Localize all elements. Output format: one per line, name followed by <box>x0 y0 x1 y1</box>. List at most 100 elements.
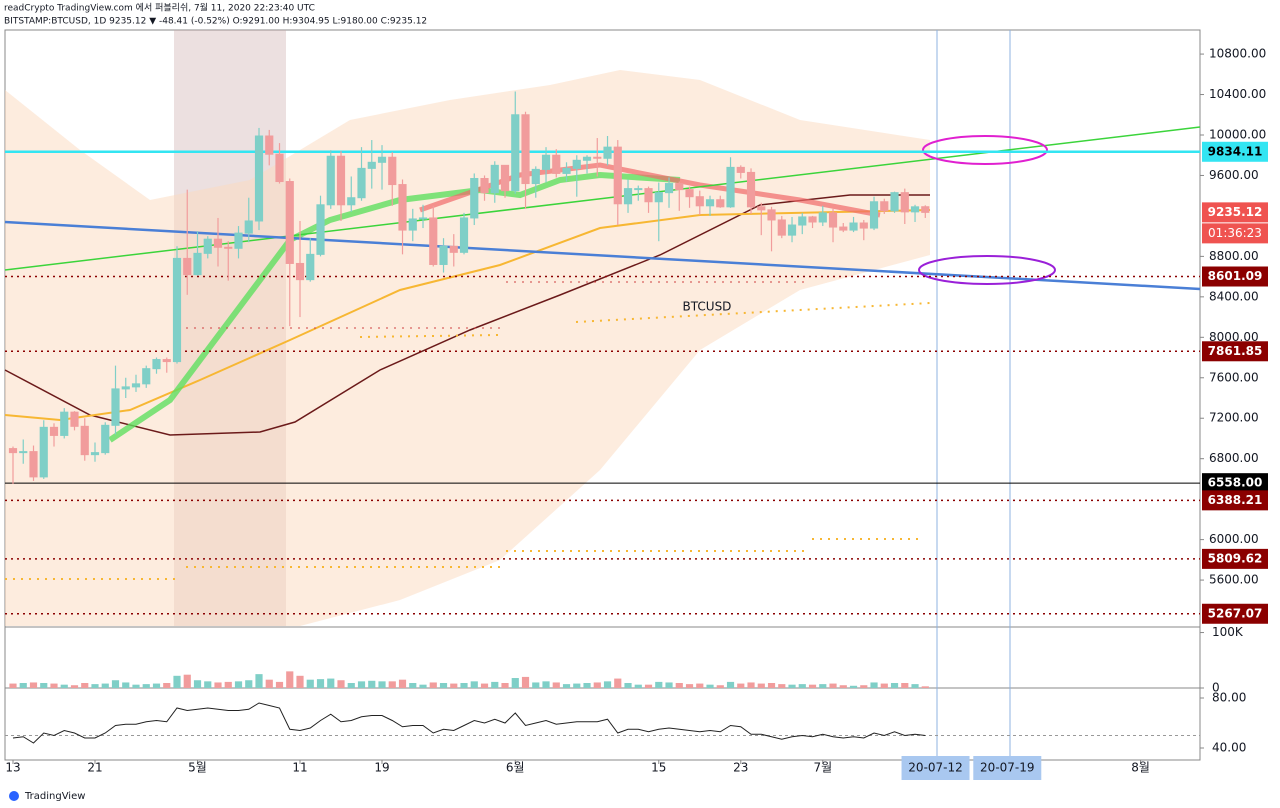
candle-body <box>152 359 161 370</box>
x-tick-label: 20-07-12 <box>908 761 962 775</box>
volume-bar <box>214 682 222 688</box>
volume-bar <box>347 683 355 688</box>
candle-body <box>757 206 766 211</box>
volume-bar <box>593 682 601 688</box>
brand-logo <box>9 791 19 801</box>
candle-body <box>736 166 745 173</box>
candle-body <box>849 222 858 231</box>
candle-body <box>921 206 930 213</box>
candle-body <box>162 359 171 363</box>
volume-bar <box>573 683 581 688</box>
x-tick-label: 5월 <box>188 761 207 775</box>
y-tick-label: 10800.00 <box>1209 47 1266 61</box>
y-tick-label: 5600.00 <box>1209 573 1259 587</box>
volume-bar <box>614 678 622 688</box>
candle-body <box>910 206 920 213</box>
volume-bar <box>911 684 919 688</box>
volume-bar <box>521 676 530 688</box>
y-tick-label: 80.00 <box>1212 691 1246 705</box>
y-tick-label: 0 <box>1212 681 1220 695</box>
volume-bar <box>9 683 17 688</box>
candle-body <box>839 226 848 231</box>
volume-bar <box>234 681 243 688</box>
candle-body <box>326 155 335 206</box>
volume-bar <box>132 684 140 688</box>
candle-body <box>29 451 38 478</box>
volume-bar <box>511 678 519 688</box>
volume-bar <box>245 680 253 688</box>
volume-bar <box>583 683 591 688</box>
candle-body <box>254 135 264 222</box>
candle-body <box>203 238 212 254</box>
volume-bar <box>901 683 909 688</box>
price-label: 6388.21 <box>1208 493 1263 507</box>
candle-body <box>521 114 530 185</box>
volume-bar <box>193 680 202 688</box>
volume-bar <box>419 684 427 688</box>
candle-body <box>695 196 704 207</box>
price-label-bg <box>1202 490 1268 511</box>
candle-body <box>224 246 233 249</box>
volume-bar <box>122 682 130 688</box>
price-label-bg <box>1202 473 1268 494</box>
volume-bar <box>491 681 499 688</box>
volume-bar <box>706 684 714 688</box>
candle-body <box>418 217 428 220</box>
volume-bar <box>439 683 448 688</box>
candle-body <box>234 232 243 249</box>
price-label-bg <box>1202 341 1268 362</box>
trend-line <box>4 220 1201 291</box>
candle-body <box>664 183 674 194</box>
candle-body <box>398 184 407 231</box>
volume-bar <box>603 681 612 688</box>
candle-body <box>880 201 889 212</box>
candle-body <box>746 171 756 208</box>
x-tick-label: 23 <box>733 761 748 775</box>
candle-body <box>60 411 69 436</box>
volume-bar <box>665 682 673 688</box>
volume-bar <box>50 683 58 688</box>
volume-bar <box>378 681 386 688</box>
y-tick-label: 8000.00 <box>1209 330 1259 344</box>
volume-bar <box>808 684 817 688</box>
candle-body <box>131 383 141 388</box>
highlight-ellipse <box>922 135 1048 165</box>
volume-bar <box>60 684 68 688</box>
volume-bar <box>788 684 796 688</box>
volume-bar <box>634 684 642 688</box>
x-tick-label: 21 <box>87 761 102 775</box>
candle-body <box>429 217 438 265</box>
candle-body <box>39 426 48 478</box>
candle-body <box>377 156 387 163</box>
candle-body <box>142 368 151 385</box>
highlight-ellipse <box>918 255 1056 285</box>
x-tick-label: 11 <box>292 761 307 775</box>
candle-body <box>90 452 100 456</box>
candle-body <box>705 199 715 207</box>
candle-body <box>531 168 540 185</box>
candle-body <box>593 156 602 159</box>
x-tick-label: 19 <box>374 761 389 775</box>
price-label: 7861.85 <box>1208 344 1263 358</box>
volume-bar <box>532 682 540 688</box>
candle-body <box>490 164 499 194</box>
candle-body <box>572 159 581 169</box>
volume-bar <box>306 679 314 688</box>
candle-body <box>480 177 489 194</box>
candle-body <box>716 199 725 208</box>
y-tick-label: 7200.00 <box>1209 411 1259 425</box>
candle-body <box>511 114 520 192</box>
rsi-line <box>12 702 926 744</box>
price-label-bg <box>1202 202 1268 223</box>
volume-bar <box>337 680 345 688</box>
x-tick-label: 7월 <box>813 761 832 775</box>
candle-body <box>49 426 59 436</box>
candle-body <box>295 262 305 281</box>
candle-body <box>808 216 817 223</box>
candle-body <box>613 146 622 205</box>
candle-body <box>623 188 633 205</box>
volume-bar <box>870 682 878 688</box>
candle-body <box>541 154 551 170</box>
volume-bar <box>644 684 653 688</box>
